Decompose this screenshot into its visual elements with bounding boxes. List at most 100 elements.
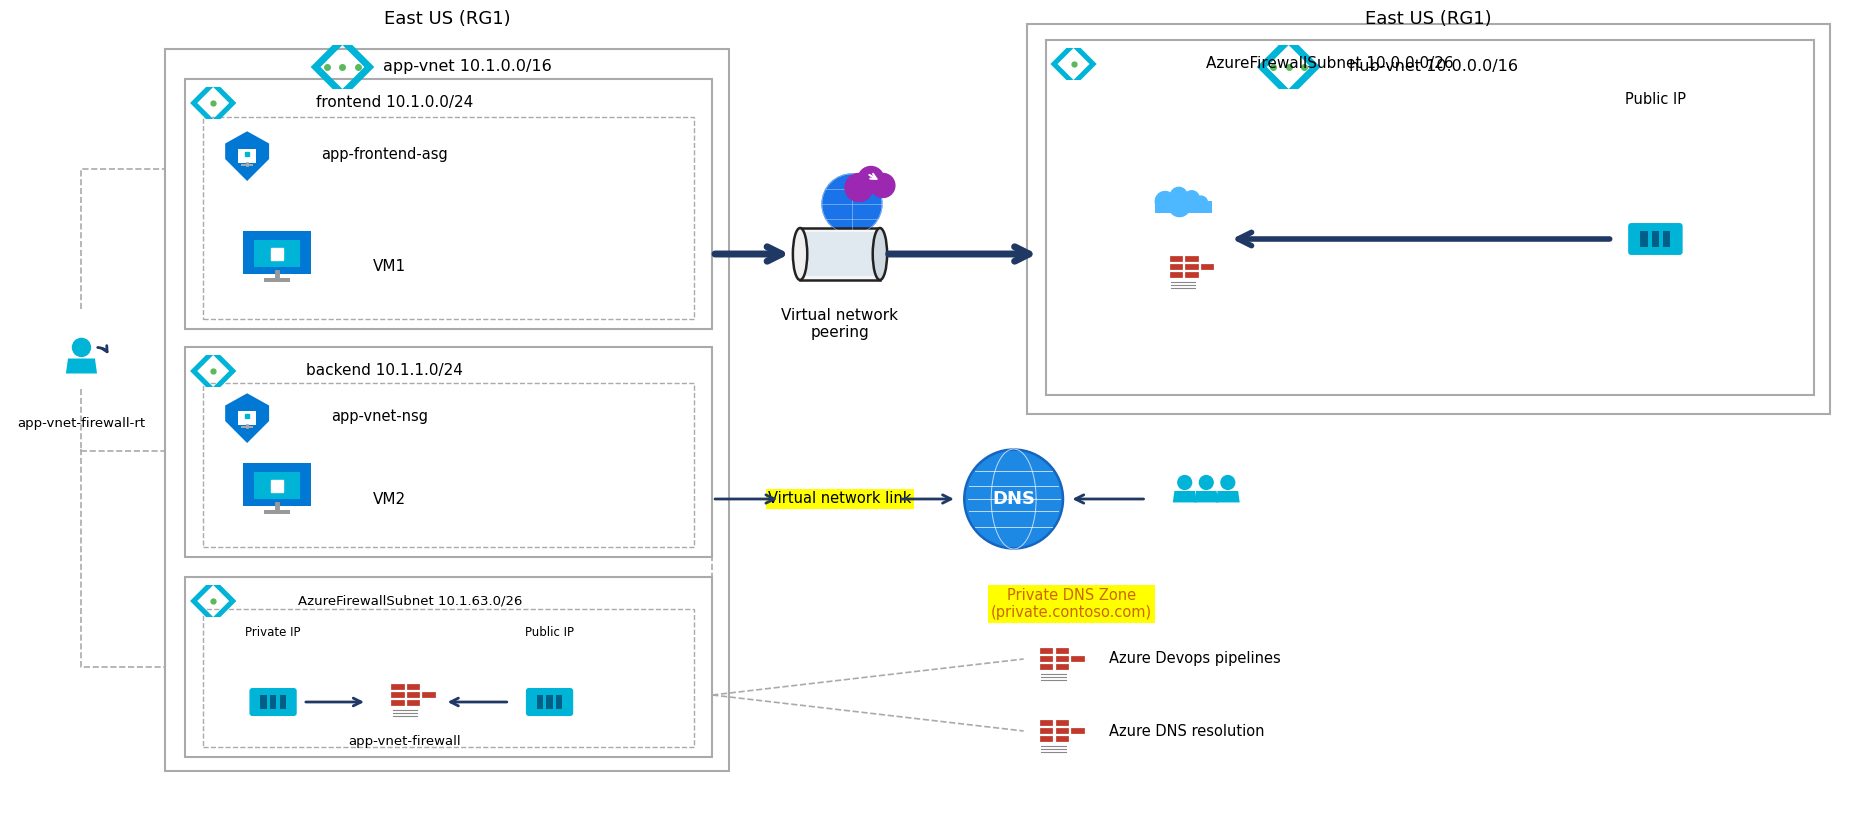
Polygon shape [342, 45, 373, 89]
Circle shape [1177, 476, 1190, 490]
Text: app-vnet-firewall-rt: app-vnet-firewall-rt [17, 418, 145, 431]
Polygon shape [1172, 491, 1196, 502]
FancyBboxPatch shape [260, 695, 267, 709]
Polygon shape [214, 585, 236, 617]
Text: VM1: VM1 [373, 260, 407, 274]
Polygon shape [1073, 48, 1096, 80]
Polygon shape [189, 355, 214, 387]
Text: frontend 10.1.0.0/24: frontend 10.1.0.0/24 [316, 96, 474, 111]
Text: AzureFirewallSubnet 10.0.0.0/26: AzureFirewallSubnet 10.0.0.0/26 [1205, 57, 1452, 71]
FancyBboxPatch shape [241, 427, 253, 428]
Text: Private IP: Private IP [245, 626, 301, 639]
FancyBboxPatch shape [269, 695, 277, 709]
FancyBboxPatch shape [1155, 201, 1211, 213]
FancyBboxPatch shape [422, 691, 436, 698]
Text: East US (RG1): East US (RG1) [384, 10, 511, 28]
FancyBboxPatch shape [1183, 271, 1198, 278]
Circle shape [858, 166, 884, 192]
Text: DNS: DNS [992, 490, 1034, 508]
FancyBboxPatch shape [390, 699, 405, 706]
Polygon shape [1214, 491, 1239, 502]
Circle shape [966, 451, 1060, 546]
Text: app-vnet-nsg: app-vnet-nsg [331, 410, 429, 424]
Circle shape [821, 174, 882, 234]
Polygon shape [310, 45, 342, 89]
FancyBboxPatch shape [800, 228, 880, 280]
Text: hub-vnet 10.0.0.0/16: hub-vnet 10.0.0.0/16 [1348, 60, 1517, 75]
FancyBboxPatch shape [1183, 263, 1198, 270]
Text: Azure DNS resolution: Azure DNS resolution [1109, 723, 1265, 739]
FancyBboxPatch shape [526, 688, 574, 716]
Text: app-vnet-firewall: app-vnet-firewall [349, 735, 461, 749]
Text: Public IP: Public IP [1625, 93, 1684, 107]
FancyBboxPatch shape [1055, 647, 1068, 654]
Circle shape [1155, 192, 1174, 211]
FancyBboxPatch shape [1055, 719, 1068, 726]
FancyBboxPatch shape [1038, 663, 1053, 670]
FancyBboxPatch shape [264, 278, 290, 283]
FancyBboxPatch shape [254, 472, 301, 499]
FancyBboxPatch shape [405, 683, 420, 690]
Circle shape [1168, 195, 1190, 216]
Circle shape [72, 338, 91, 356]
Text: East US (RG1): East US (RG1) [1365, 10, 1491, 28]
Text: Virtual network link: Virtual network link [769, 491, 912, 506]
FancyBboxPatch shape [537, 695, 542, 709]
FancyBboxPatch shape [1038, 655, 1053, 662]
FancyBboxPatch shape [1055, 663, 1068, 670]
FancyBboxPatch shape [1168, 255, 1183, 262]
FancyBboxPatch shape [1038, 735, 1053, 742]
Circle shape [1183, 191, 1198, 206]
Text: Virtual network
peering: Virtual network peering [782, 308, 899, 340]
Polygon shape [223, 391, 271, 445]
FancyBboxPatch shape [405, 699, 420, 706]
Text: Private DNS Zone
(private.contoso.com): Private DNS Zone (private.contoso.com) [990, 588, 1151, 620]
FancyBboxPatch shape [279, 695, 286, 709]
Polygon shape [65, 359, 97, 373]
FancyBboxPatch shape [1038, 719, 1053, 726]
FancyBboxPatch shape [1640, 231, 1647, 247]
Text: VM2: VM2 [373, 492, 407, 508]
FancyBboxPatch shape [804, 232, 875, 276]
Text: app-vnet 10.1.0.0/16: app-vnet 10.1.0.0/16 [383, 60, 552, 75]
FancyBboxPatch shape [390, 683, 405, 690]
Polygon shape [214, 87, 236, 119]
FancyBboxPatch shape [243, 232, 310, 274]
FancyBboxPatch shape [1038, 727, 1053, 734]
Polygon shape [189, 585, 214, 617]
FancyBboxPatch shape [1038, 647, 1053, 654]
Polygon shape [1289, 45, 1320, 89]
FancyBboxPatch shape [390, 691, 405, 698]
FancyBboxPatch shape [1055, 655, 1068, 662]
Polygon shape [1049, 48, 1073, 80]
Circle shape [964, 449, 1062, 549]
FancyBboxPatch shape [546, 695, 553, 709]
FancyBboxPatch shape [1070, 727, 1084, 734]
FancyBboxPatch shape [1627, 223, 1682, 255]
Polygon shape [223, 129, 271, 183]
FancyBboxPatch shape [238, 410, 256, 425]
FancyBboxPatch shape [1070, 655, 1084, 662]
Polygon shape [214, 355, 236, 387]
Polygon shape [1194, 491, 1218, 502]
FancyBboxPatch shape [243, 464, 310, 506]
Text: Azure Devops pipelines: Azure Devops pipelines [1109, 651, 1281, 667]
Text: app-frontend-asg: app-frontend-asg [321, 147, 448, 162]
Circle shape [1194, 196, 1207, 210]
Text: Public IP: Public IP [526, 626, 574, 639]
FancyBboxPatch shape [555, 695, 563, 709]
FancyBboxPatch shape [1200, 263, 1214, 270]
FancyBboxPatch shape [241, 165, 253, 166]
FancyBboxPatch shape [1055, 727, 1068, 734]
FancyBboxPatch shape [1183, 255, 1198, 262]
Ellipse shape [793, 228, 806, 280]
FancyBboxPatch shape [1651, 231, 1658, 247]
FancyBboxPatch shape [405, 691, 420, 698]
Circle shape [871, 174, 895, 197]
FancyBboxPatch shape [1055, 735, 1068, 742]
Polygon shape [1255, 45, 1289, 89]
FancyBboxPatch shape [249, 688, 297, 716]
Circle shape [1200, 476, 1213, 490]
Polygon shape [189, 87, 214, 119]
Ellipse shape [873, 228, 886, 280]
